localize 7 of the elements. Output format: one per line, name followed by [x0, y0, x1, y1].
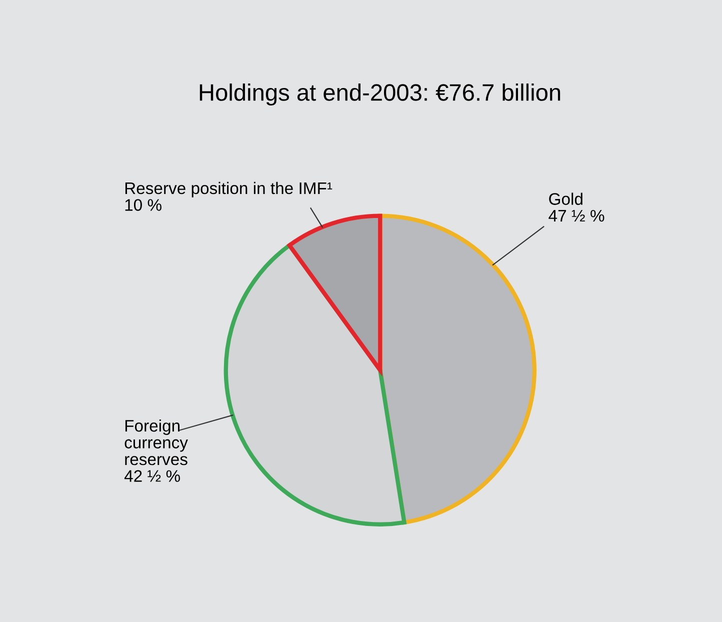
slice-label: Foreign currency reserves [124, 419, 188, 466]
data-label: 10 % [125, 199, 162, 211]
data-label: 47 ½ % [548, 210, 604, 222]
slice-label: Reserve position in the IMF¹ [125, 182, 332, 198]
slice-label: Gold [549, 192, 582, 205]
chart-title: Holdings at end-2003: €76.7 billion [200, 84, 560, 106]
data-label: 42 ½ % [124, 470, 180, 482]
